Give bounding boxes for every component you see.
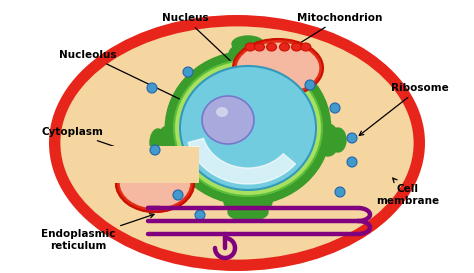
Text: Cytoplasm: Cytoplasm [41, 127, 144, 157]
Circle shape [195, 210, 205, 220]
Bar [111, 147, 199, 183]
Ellipse shape [150, 129, 166, 157]
Circle shape [150, 145, 160, 155]
Circle shape [173, 190, 183, 200]
Text: Nucleolus: Nucleolus [59, 50, 211, 114]
Circle shape [147, 83, 157, 93]
Ellipse shape [228, 203, 268, 221]
Ellipse shape [182, 68, 314, 188]
Ellipse shape [216, 107, 228, 117]
Ellipse shape [280, 43, 290, 51]
Text: Ribosome: Ribosome [359, 83, 449, 135]
Text: Cell
membrane: Cell membrane [376, 178, 439, 206]
Ellipse shape [119, 157, 191, 209]
Circle shape [335, 187, 345, 197]
Bar [111, 147, 199, 183]
Text: Endoplasmic
reticulum: Endoplasmic reticulum [41, 214, 154, 251]
Ellipse shape [236, 42, 320, 94]
Polygon shape [230, 42, 266, 60]
Ellipse shape [143, 159, 152, 165]
Circle shape [347, 133, 357, 143]
Ellipse shape [255, 43, 264, 51]
Circle shape [305, 80, 315, 90]
Ellipse shape [157, 126, 179, 160]
Ellipse shape [229, 43, 267, 65]
Ellipse shape [180, 66, 316, 190]
Ellipse shape [317, 124, 339, 156]
Circle shape [183, 67, 193, 77]
Ellipse shape [59, 25, 415, 261]
Circle shape [330, 103, 340, 113]
Ellipse shape [233, 39, 323, 97]
Ellipse shape [174, 60, 322, 196]
Text: Mitochondrion: Mitochondrion [296, 13, 383, 46]
Polygon shape [188, 138, 295, 184]
Ellipse shape [49, 15, 425, 271]
Ellipse shape [129, 159, 138, 165]
Ellipse shape [158, 159, 167, 165]
Ellipse shape [292, 43, 301, 51]
Ellipse shape [224, 191, 272, 213]
Ellipse shape [166, 52, 330, 204]
Ellipse shape [172, 159, 181, 165]
Bar [111, 146, 199, 182]
Ellipse shape [116, 154, 194, 212]
Ellipse shape [301, 43, 311, 51]
Text: Nucleus: Nucleus [162, 13, 235, 65]
Ellipse shape [266, 43, 276, 51]
Ellipse shape [202, 96, 254, 144]
Ellipse shape [245, 43, 255, 51]
Ellipse shape [232, 36, 264, 52]
Ellipse shape [330, 128, 346, 152]
Circle shape [347, 157, 357, 167]
